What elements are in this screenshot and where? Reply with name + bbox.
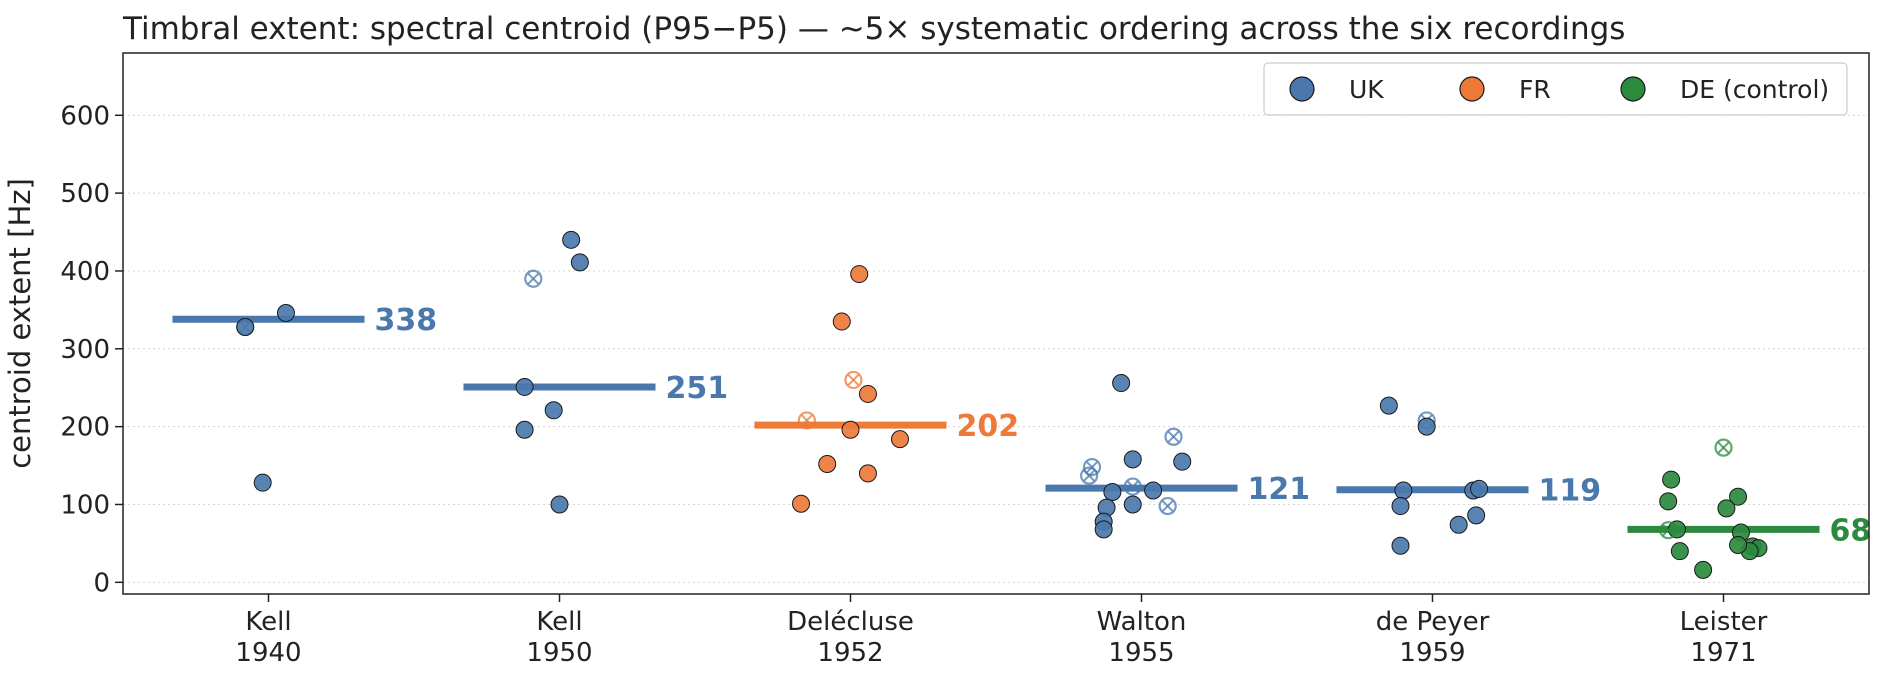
data-point bbox=[1123, 450, 1142, 469]
data-point bbox=[890, 430, 909, 449]
outlier-point bbox=[1164, 427, 1183, 446]
data-point bbox=[1103, 483, 1122, 502]
y-axis: 0 100 200 300 400 500 600 bbox=[60, 101, 123, 598]
data-point bbox=[1467, 506, 1486, 525]
data-point bbox=[515, 420, 534, 439]
x-tick-label-name: Kell bbox=[536, 607, 582, 637]
data-point bbox=[858, 384, 877, 403]
median-value-label: 121 bbox=[1248, 472, 1311, 507]
data-point bbox=[544, 401, 563, 420]
outlier-point bbox=[1158, 496, 1177, 516]
data-point bbox=[1694, 560, 1713, 579]
median-labels: 338 251 202 121 119 68 bbox=[375, 303, 1872, 548]
median-value-label: 68 bbox=[1830, 513, 1872, 548]
outlier-point bbox=[1123, 477, 1142, 496]
data-point bbox=[562, 230, 581, 249]
data-point bbox=[832, 312, 851, 331]
data-point bbox=[1123, 495, 1142, 514]
data-point bbox=[1662, 470, 1681, 489]
legend-marker bbox=[1620, 76, 1646, 102]
data-point bbox=[1391, 536, 1410, 555]
data-point bbox=[1417, 417, 1436, 436]
x-tick-label-name: Delécluse bbox=[787, 607, 914, 637]
data-point bbox=[1729, 487, 1748, 506]
y-tick-label: 600 bbox=[60, 101, 110, 131]
x-tick-label-name: de Peyer bbox=[1376, 607, 1490, 637]
y-tick-label: 300 bbox=[60, 335, 110, 365]
y-axis-label: centroid extent [Hz] bbox=[3, 178, 37, 469]
data-point bbox=[858, 464, 877, 483]
data-point bbox=[1394, 481, 1413, 500]
x-tick-label-year: 1952 bbox=[817, 638, 883, 668]
y-tick-label: 500 bbox=[60, 179, 110, 209]
data-point bbox=[570, 253, 589, 272]
data-point bbox=[1379, 396, 1398, 415]
data-point bbox=[1659, 492, 1678, 511]
data-point bbox=[236, 318, 255, 337]
data-point bbox=[515, 377, 534, 396]
legend-box bbox=[1263, 62, 1848, 116]
x-tick-label-year: 1950 bbox=[526, 638, 592, 668]
data-point bbox=[276, 303, 295, 322]
data-point bbox=[818, 455, 837, 474]
data-point bbox=[1094, 520, 1113, 539]
legend-marker bbox=[1289, 76, 1315, 102]
x-tick-label-year: 1971 bbox=[1690, 638, 1756, 668]
median-value-label: 251 bbox=[666, 371, 729, 406]
y-tick-label: 400 bbox=[60, 257, 110, 287]
y-tick-label: 200 bbox=[60, 413, 110, 443]
legend-label: DE (control) bbox=[1680, 75, 1829, 104]
data-point bbox=[1670, 542, 1689, 561]
x-tick-label-year: 1955 bbox=[1108, 638, 1174, 668]
legend: UK FR DE (control) bbox=[1263, 62, 1848, 116]
median-value-label: 119 bbox=[1539, 474, 1602, 509]
data-point bbox=[792, 494, 811, 513]
outlier-point bbox=[844, 370, 863, 390]
data-points bbox=[236, 230, 1768, 579]
x-tick-label-year: 1940 bbox=[235, 638, 301, 668]
x-tick-label-year: 1959 bbox=[1399, 638, 1465, 668]
data-point bbox=[1173, 452, 1192, 471]
chart-title: Timbral extent: spectral centroid (P95−P… bbox=[122, 11, 1625, 47]
x-tick-label-name: Leister bbox=[1680, 607, 1768, 637]
x-tick-label-name: Kell bbox=[245, 607, 291, 637]
data-point bbox=[850, 265, 869, 284]
data-point bbox=[253, 473, 272, 492]
outlier-point bbox=[797, 411, 816, 430]
data-point bbox=[1449, 515, 1468, 534]
data-point bbox=[1729, 535, 1748, 554]
data-point bbox=[1144, 481, 1163, 500]
outlier-point bbox=[1659, 521, 1678, 540]
data-point bbox=[1717, 499, 1736, 518]
data-point bbox=[841, 420, 860, 439]
outlier-point bbox=[1714, 438, 1733, 457]
legend-label: UK bbox=[1349, 75, 1384, 104]
median-value-label: 338 bbox=[375, 303, 438, 338]
x-tick-label-name: Walton bbox=[1097, 607, 1187, 637]
data-point bbox=[1391, 497, 1410, 516]
outlier-point bbox=[524, 269, 543, 288]
gridlines bbox=[123, 114, 1869, 583]
legend-marker bbox=[1459, 76, 1485, 102]
legend-label: FR bbox=[1519, 75, 1551, 104]
data-point bbox=[1470, 479, 1489, 498]
plot-area-frame bbox=[122, 52, 1870, 595]
data-point bbox=[550, 495, 569, 514]
y-tick-label: 100 bbox=[60, 490, 110, 520]
median-value-label: 202 bbox=[957, 409, 1020, 444]
y-tick-label: 0 bbox=[93, 568, 110, 598]
data-point bbox=[1112, 374, 1131, 393]
outlier-point bbox=[1080, 466, 1099, 485]
x-axis: Kell1940Kell1950Delécluse1952Walton1955d… bbox=[235, 594, 1768, 668]
